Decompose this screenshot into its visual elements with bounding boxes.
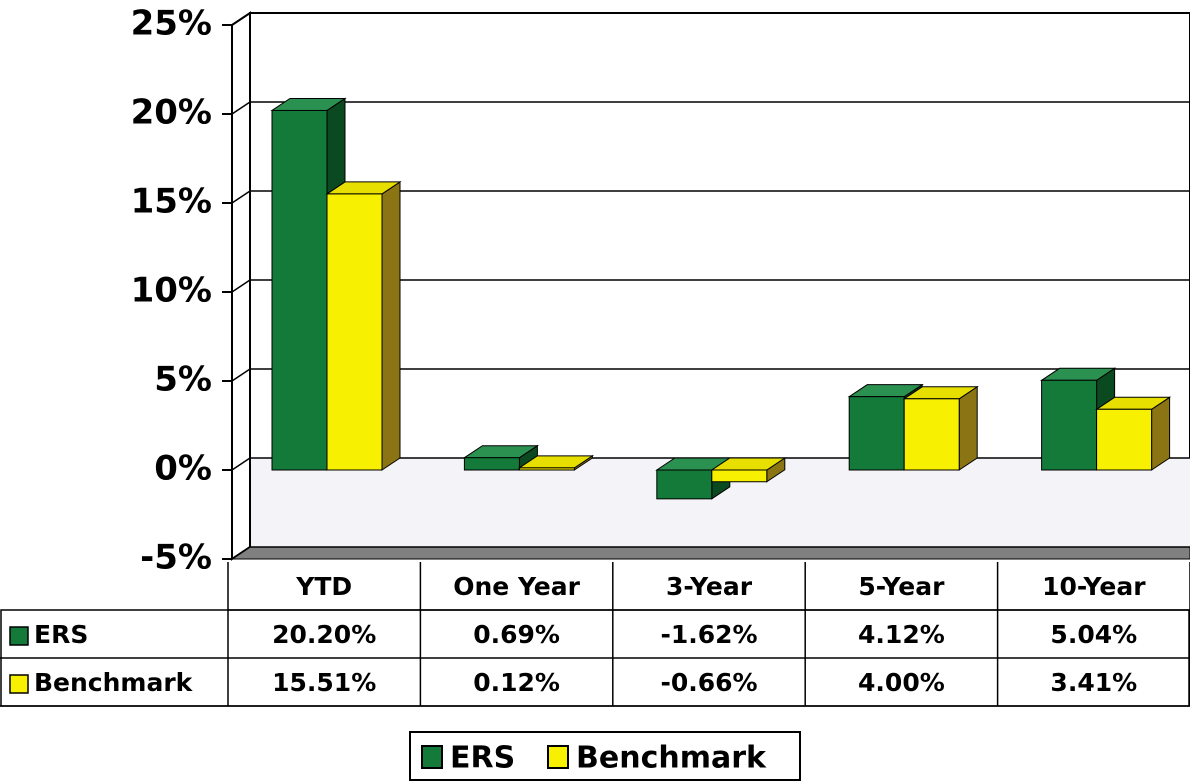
- data-label: 0.69%: [473, 620, 560, 649]
- grid-line: [231, 101, 1190, 115]
- y-tick-label: -5%: [140, 538, 212, 578]
- bar: [326, 193, 383, 471]
- table-series-name: Benchmark: [34, 668, 194, 697]
- y-tick-label: 25%: [131, 4, 212, 44]
- bar: [848, 396, 905, 471]
- bar: [463, 457, 520, 471]
- grid-line: [231, 190, 1190, 204]
- legend-label: Benchmark: [576, 741, 767, 776]
- bar: [1041, 379, 1098, 471]
- x-tick-label: YTD: [295, 572, 352, 601]
- bar: [271, 109, 328, 471]
- data-label: 4.00%: [858, 668, 945, 697]
- x-tick-label: One Year: [453, 572, 580, 601]
- bar: [1096, 408, 1153, 471]
- y-tick-label: 15%: [131, 182, 212, 222]
- bar: [656, 469, 713, 500]
- floor: [230, 546, 1190, 560]
- grid-line: [231, 12, 1190, 26]
- y-tick-label: 10%: [131, 271, 212, 311]
- bar: [903, 398, 960, 471]
- data-label: 3.41%: [1050, 668, 1137, 697]
- legend-label: ERS: [450, 741, 515, 776]
- grid-line: [231, 546, 1190, 560]
- data-label: -0.66%: [660, 668, 757, 697]
- x-tick-label: 5-Year: [858, 572, 945, 601]
- bar: [518, 467, 575, 471]
- legend-swatch: [547, 745, 569, 769]
- x-tick-label: 10-Year: [1042, 572, 1146, 601]
- y-tick-label: 5%: [154, 360, 212, 400]
- data-label: 0.12%: [473, 668, 560, 697]
- table-swatch: [9, 626, 29, 646]
- bar: [711, 469, 768, 483]
- bar-side: [958, 385, 978, 471]
- data-label: 20.20%: [272, 620, 376, 649]
- legend-box: [409, 731, 801, 781]
- y-tick-label: 0%: [154, 449, 212, 489]
- data-label: 15.51%: [272, 668, 376, 697]
- bar-side: [1151, 396, 1171, 471]
- data-label: 4.12%: [858, 620, 945, 649]
- bar-side: [381, 180, 401, 471]
- y-tick-label: 20%: [131, 93, 212, 133]
- table-series-name: ERS: [34, 620, 88, 649]
- table-swatch: [9, 674, 29, 694]
- data-label: 5.04%: [1050, 620, 1137, 649]
- grid-line: [231, 368, 1190, 382]
- x-tick-label: 3-Year: [666, 572, 753, 601]
- grid-line: [231, 279, 1190, 293]
- data-label: -1.62%: [660, 620, 757, 649]
- legend-swatch: [421, 745, 443, 769]
